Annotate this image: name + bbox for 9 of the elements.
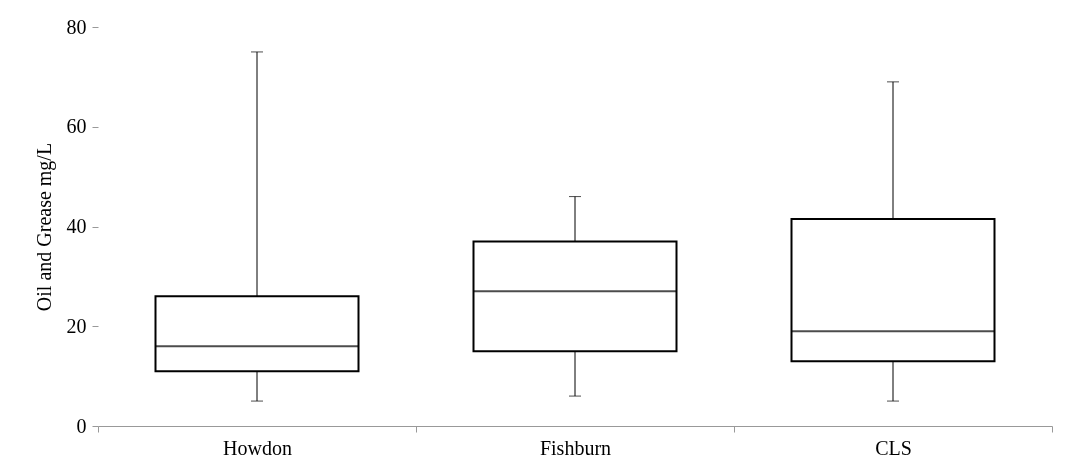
y-axis-title: Oil and Grease mg/L [32, 142, 56, 312]
x-tick-label: Howdon [223, 436, 292, 459]
x-tick-label: CLS [875, 436, 912, 459]
y-tick-label: 60 [66, 115, 87, 138]
y-tick-label: 0 [76, 414, 87, 437]
y-tick-label: 40 [66, 215, 87, 237]
y-tick-label: 20 [66, 314, 87, 337]
x-tick-label: Fishburn [539, 436, 612, 459]
y-tick-label: 80 [66, 15, 87, 38]
